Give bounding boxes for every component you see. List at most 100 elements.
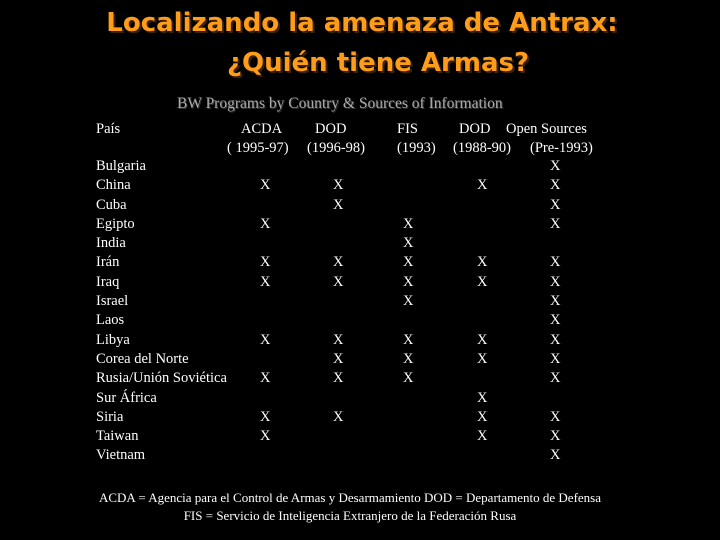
fis-mark: X: [403, 331, 414, 348]
dod2-mark: X: [477, 177, 488, 194]
fis-mark: X: [403, 215, 414, 232]
dod2-mark: [477, 234, 487, 253]
open-mark: X: [550, 312, 561, 329]
dod1-mark: X: [333, 350, 344, 367]
acda-mark: X: [260, 331, 271, 348]
country-name: Siria: [96, 408, 124, 425]
dod2-mark: X: [477, 389, 488, 406]
dod-1988-column-period: (1988-90): [453, 140, 511, 156]
fis-mark: [403, 176, 413, 195]
open-mark: X: [550, 158, 561, 174]
footnote-fis: FIS = Servicio de Inteligencia Extranjer…: [183, 508, 517, 523]
acda-mark: [260, 196, 270, 215]
country-name: Vietnam: [96, 447, 146, 464]
dod-1988-column-header: DOD: [459, 121, 491, 137]
acda-mark: X: [260, 428, 271, 445]
open-mark: X: [550, 273, 561, 290]
dod2-mark: X: [477, 350, 488, 367]
open-mark: [550, 234, 560, 253]
open-mark: X: [550, 215, 561, 232]
dod1-mark: X: [333, 254, 344, 271]
open-mark: X: [550, 196, 561, 213]
slide-title-line-1: Localizando la amenaza de Antrax:: [106, 8, 618, 38]
fis-mark: [403, 157, 413, 176]
open-mark: X: [550, 370, 561, 387]
fis-mark: X: [403, 350, 414, 367]
acda-mark: [260, 350, 270, 369]
country-column-header: País: [96, 121, 121, 137]
dod2-mark: X: [477, 254, 488, 271]
country-name: Iraq: [96, 273, 120, 290]
fis-mark: [403, 196, 413, 215]
dod2-mark: [477, 157, 487, 176]
dod1-mark: X: [333, 273, 344, 290]
dod-1996-column-header: DOD: [315, 121, 347, 137]
fis-mark: [403, 389, 413, 408]
open-sources-column-period: (Pre-1993): [530, 140, 593, 156]
country-name: Rusia/Unión Soviética: [96, 370, 227, 387]
dod2-mark: [477, 196, 487, 215]
fis-mark: X: [403, 293, 414, 310]
dod2-mark: [477, 446, 487, 465]
table-subtitle: BW Programs by Country & Sources of Info…: [177, 95, 503, 112]
acda-mark: X: [260, 370, 271, 387]
open-mark: X: [550, 331, 561, 348]
slide-title-line-2: ¿Quién tiene Armas?: [226, 48, 530, 78]
dod-1996-column-period: (1996-98): [307, 140, 365, 156]
country-name: Israel: [96, 293, 129, 310]
country-name: Sur África: [96, 389, 157, 406]
dod2-mark: [477, 369, 487, 388]
dod1-mark: X: [333, 196, 344, 213]
dod1-mark: [333, 389, 343, 408]
open-sources-column-header: Open Sources: [506, 121, 587, 137]
dod1-mark: X: [333, 408, 344, 425]
dod2-mark: X: [477, 331, 488, 348]
open-mark: X: [550, 350, 561, 367]
country-name: India: [96, 235, 126, 252]
fis-mark: X: [403, 273, 414, 290]
country-name: Egipto: [96, 215, 135, 232]
fis-column-header: FIS: [397, 121, 418, 137]
acda-mark: X: [260, 177, 271, 194]
dod1-mark: [333, 292, 343, 311]
dod1-mark: X: [333, 177, 344, 194]
fis-mark: X: [403, 254, 414, 271]
acda-mark: X: [260, 215, 271, 232]
fis-mark: [403, 427, 413, 446]
acda-mark: [260, 389, 270, 408]
dod2-mark: [477, 215, 487, 234]
dod1-mark: [333, 446, 343, 465]
country-name: Irán: [96, 254, 120, 271]
acda-column-period: ( 1995-97): [227, 140, 289, 156]
dod1-mark: [333, 215, 343, 234]
open-mark: X: [550, 254, 561, 271]
fis-mark: [403, 446, 413, 465]
acda-mark: [260, 292, 270, 311]
dod2-mark: X: [477, 273, 488, 290]
fis-mark: [403, 408, 413, 427]
country-list: Bulgaria China Cuba Egipto India Irán Iraq Isra…: [96, 157, 227, 466]
dod1-mark: [333, 311, 343, 330]
country-name: Bulgaria: [96, 158, 146, 174]
acda-mark: [260, 446, 270, 465]
dod1-mark: [333, 427, 343, 446]
open-mark: X: [550, 408, 561, 425]
country-name: China: [96, 177, 131, 194]
country-name: Laos: [96, 312, 125, 329]
fis-mark: X: [403, 235, 414, 252]
fis-mark: [403, 311, 413, 330]
open-mark: X: [550, 177, 561, 194]
dod2-mark: X: [477, 408, 488, 425]
country-name: Cuba: [96, 196, 127, 213]
fis-column-period: (1993): [397, 140, 436, 156]
dod1-mark: X: [333, 331, 344, 348]
open-mark: [550, 389, 560, 408]
acda-mark: [260, 311, 270, 330]
dod2-mark: [477, 311, 487, 330]
acda-mark: X: [260, 254, 271, 271]
